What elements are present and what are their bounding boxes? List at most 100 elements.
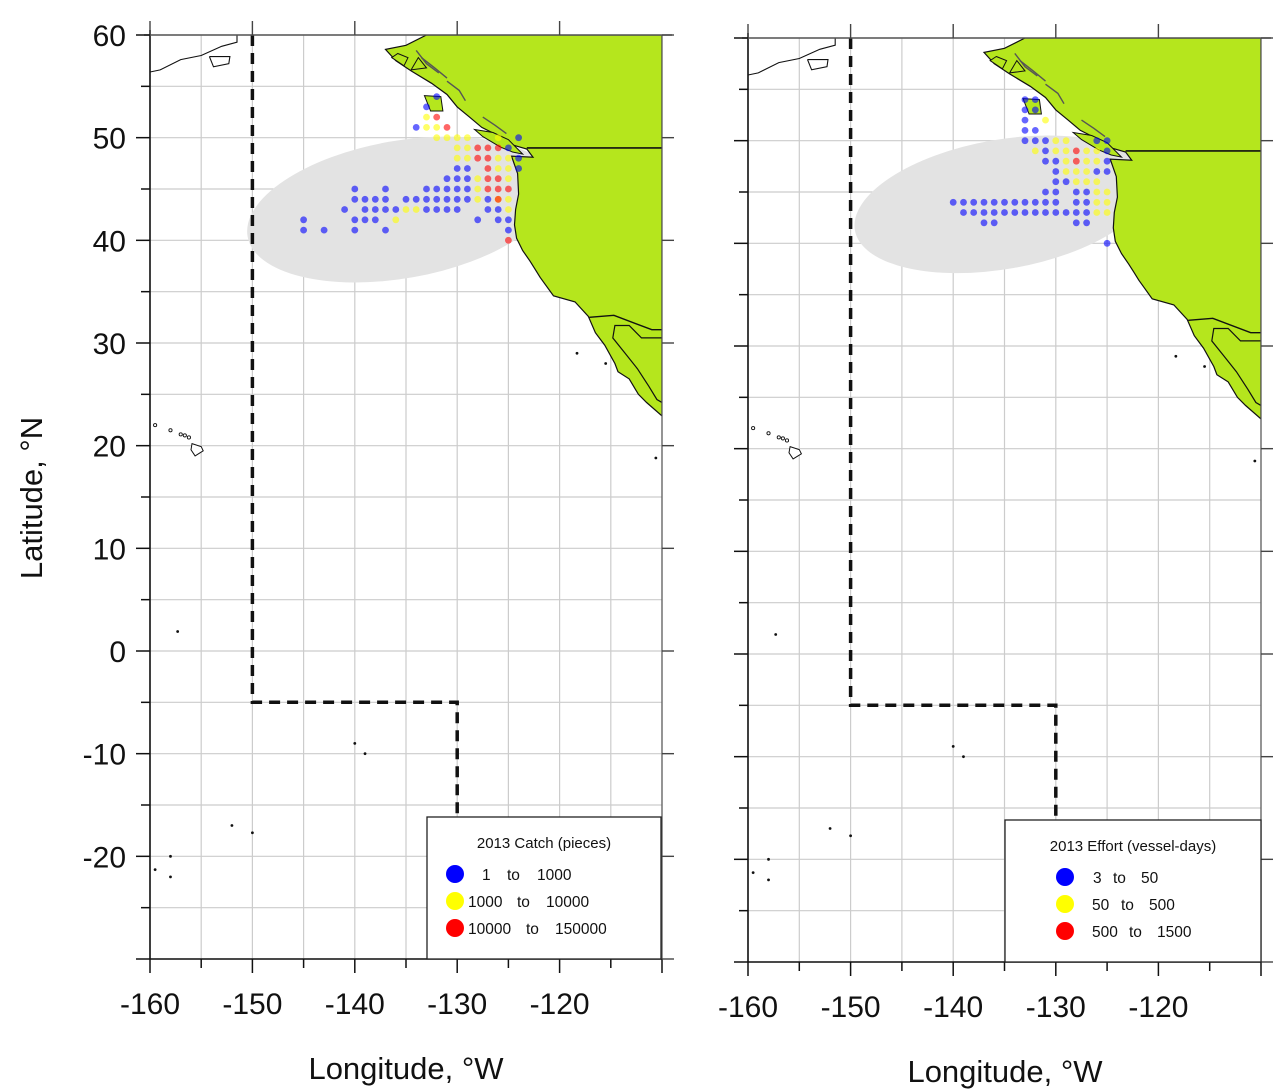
coastline-fjord <box>415 49 440 74</box>
data-point-red <box>494 175 502 183</box>
data-point-yellow <box>1072 168 1080 175</box>
data-point-blue <box>949 198 957 206</box>
us-mexico-border <box>1188 317 1261 334</box>
data-point-yellow <box>453 144 461 152</box>
data-point-blue <box>990 219 998 227</box>
data-point-red <box>474 144 482 152</box>
data-point-blue <box>1042 157 1049 165</box>
pacific-islet <box>363 752 367 756</box>
pacific-islet <box>767 857 770 861</box>
data-point-blue <box>1083 198 1090 206</box>
data-point-blue <box>351 216 359 224</box>
catch-legend-yellow-low: 1000 <box>468 894 503 911</box>
catch-axes: -160 -150 -140 -130 -120 60 50 40 30 20 10 0 -10 -20 <box>83 20 674 1021</box>
effort-legend-to-1: to <box>1113 870 1126 887</box>
data-point-yellow <box>1031 147 1039 155</box>
hawaii-islet <box>182 433 187 438</box>
fishery-boundary-line <box>848 38 1058 860</box>
coastal-island <box>989 55 1008 70</box>
data-point-blue <box>1072 209 1080 216</box>
y-tick-label: 30 <box>93 328 126 361</box>
catch-legend-red-high: 150000 <box>555 921 607 938</box>
pacific-islet <box>828 827 832 830</box>
effort-boundary-line <box>848 38 1058 860</box>
catch-legend-blue-low: 1 <box>482 867 491 884</box>
data-point-blue <box>1042 209 1049 216</box>
data-point-red <box>1072 147 1080 155</box>
data-point-blue <box>320 226 328 234</box>
data-point-blue <box>1021 198 1029 206</box>
pacific-islet <box>169 854 172 858</box>
pacific-islet <box>767 878 770 882</box>
data-point-blue <box>464 195 471 203</box>
data-point-blue <box>443 185 451 193</box>
data-point-blue <box>351 195 359 203</box>
catch-legend-box <box>426 816 662 960</box>
pacific-islet <box>654 456 658 460</box>
pacific-islet <box>774 633 778 636</box>
data-point-blue <box>361 195 369 203</box>
pacific-islet <box>251 831 254 835</box>
data-point-blue <box>1062 209 1070 216</box>
data-point-yellow <box>433 134 441 142</box>
data-point-blue <box>494 216 502 224</box>
catch-points <box>300 93 522 244</box>
data-point-blue <box>361 206 369 213</box>
data-point-red <box>474 154 482 162</box>
hawaii-islet <box>751 426 756 431</box>
data-point-red <box>505 185 512 193</box>
data-point-yellow <box>494 154 502 162</box>
hawaii-islet <box>776 435 781 440</box>
data-point-blue <box>1021 126 1029 134</box>
data-point-blue <box>515 134 522 142</box>
data-point-red <box>484 154 492 162</box>
x-tick-label: -140 <box>923 991 983 1024</box>
data-point-yellow <box>1103 188 1111 196</box>
effort-legend: 2013 Effort (vessel-days) 3 to 50 50 to … <box>1004 819 1262 963</box>
data-point-blue <box>402 195 410 203</box>
catch-legend: 2013 Catch (pieces) 1 to 1000 1000 to 10… <box>426 816 662 960</box>
pacific-islet <box>230 824 234 827</box>
data-point-blue <box>464 185 471 193</box>
data-point-blue <box>484 206 492 213</box>
data-point-yellow <box>1072 178 1080 186</box>
data-point-blue <box>1093 137 1101 145</box>
data-point-blue <box>1042 198 1049 206</box>
hawaii-islet <box>186 435 191 440</box>
data-point-blue <box>443 175 451 183</box>
data-point-yellow <box>1093 147 1101 155</box>
hawaii-islet <box>784 438 790 443</box>
catch-legend-blue-high: 1000 <box>537 867 572 884</box>
pacific-islet <box>575 351 579 355</box>
data-point-yellow <box>423 113 430 121</box>
pacific-islet <box>951 745 955 748</box>
data-point-blue <box>1042 147 1049 155</box>
pacific-islet <box>1174 354 1178 358</box>
coastline-fjord <box>420 57 448 79</box>
data-point-blue <box>1042 137 1049 145</box>
data-point-blue <box>453 206 461 213</box>
effort-legend-red-low: 500 <box>1092 924 1118 941</box>
catch-legend-to-1: to <box>507 867 520 884</box>
data-point-blue <box>433 93 441 100</box>
data-point-yellow <box>1052 137 1060 145</box>
data-point-yellow <box>494 165 502 172</box>
data-point-blue <box>1021 116 1029 124</box>
data-point-red <box>433 113 441 121</box>
us-mexico-border <box>589 314 662 331</box>
effort-map-panel: -160 -150 -140 -130 -120 Longitude, °W 2013 … <box>718 24 1273 1089</box>
x-tick-label: -130 <box>427 988 487 1021</box>
data-point-blue <box>505 226 512 234</box>
catch-legend-blue-marker <box>446 865 464 883</box>
hawaii-islet <box>178 432 183 437</box>
data-point-yellow <box>402 206 410 213</box>
data-point-blue <box>300 226 307 234</box>
hawaii-islet <box>168 428 173 433</box>
hawaii-islet <box>780 436 785 441</box>
data-point-blue <box>515 154 522 162</box>
effort-legend-red-high: 1500 <box>1157 924 1192 941</box>
pacific-islet <box>353 742 357 745</box>
data-point-blue <box>1052 168 1060 175</box>
data-point-blue <box>1052 157 1060 165</box>
data-point-yellow <box>392 216 400 224</box>
